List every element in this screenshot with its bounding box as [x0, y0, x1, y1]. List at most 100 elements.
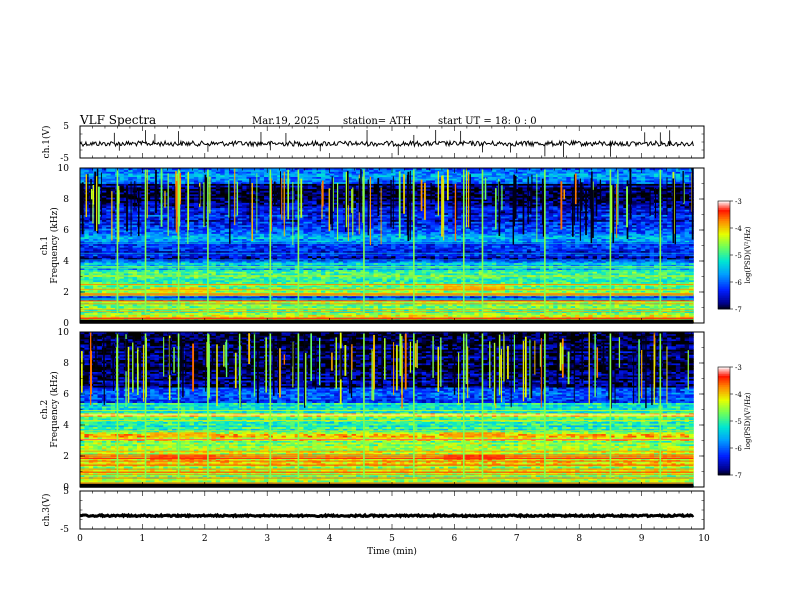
spectrogram-cell	[285, 304, 291, 307]
spectrogram-cell	[237, 312, 243, 315]
spectrogram-cell	[119, 305, 125, 308]
spectrogram-cell	[316, 286, 322, 289]
spectrogram-cell	[202, 307, 208, 310]
spectrogram-cell	[395, 276, 401, 279]
spectrogram-cell	[312, 300, 317, 303]
spectrogram-cell	[185, 297, 190, 300]
spectrogram-cell	[285, 286, 291, 289]
spectrogram-cell	[487, 269, 493, 272]
spectrogram-cell	[487, 285, 493, 288]
spectrogram-cell	[456, 316, 462, 319]
spectrogram-cell	[535, 286, 541, 289]
spectrogram-cell	[272, 292, 278, 295]
spectrogram-cell	[84, 288, 90, 291]
spectrogram-cell	[535, 273, 541, 276]
spectrogram-cell	[145, 295, 151, 298]
spectrogram-cell	[684, 307, 690, 310]
spectrogram-cell	[246, 316, 252, 319]
spectrogram-cell	[566, 300, 572, 303]
spectrogram-cell	[264, 281, 269, 284]
spectrogram-cell	[356, 288, 361, 291]
spectrogram-cell	[623, 300, 629, 303]
spectrogram-cell	[228, 300, 234, 303]
spectrogram-cell	[583, 305, 589, 308]
spectrogram-cell	[478, 307, 484, 310]
spectrogram-cell	[526, 300, 532, 303]
spectrogram-cell	[198, 309, 204, 312]
spectrogram-cell	[250, 271, 256, 274]
spectrogram-cell	[189, 290, 195, 293]
spectrogram-cell	[250, 297, 256, 300]
spectrogram-cell	[640, 312, 646, 315]
spectrogram-cell	[614, 286, 620, 289]
spectrogram-cell	[426, 297, 431, 300]
spectrogram-cell	[242, 307, 247, 310]
spectrogram-cell	[592, 297, 598, 300]
spectrogram-cell	[478, 278, 484, 281]
spectrogram-cell	[496, 312, 502, 315]
spectrogram-cell	[193, 276, 199, 279]
spectrogram-cell	[189, 269, 195, 272]
spectrogram-cell	[356, 278, 361, 281]
spectrogram-cell	[417, 278, 423, 281]
spectrogram-cell	[570, 312, 576, 315]
spectrogram-cell	[649, 297, 655, 300]
spectrogram-cell	[561, 309, 567, 312]
spectrogram-cell	[93, 314, 98, 317]
spectrogram-cell	[110, 286, 116, 289]
spectrogram-cell	[163, 285, 169, 288]
spectrogram-cell	[281, 304, 287, 307]
spectrogram-cell	[93, 307, 98, 310]
spectrogram-cell	[522, 286, 528, 289]
spectrogram-cell	[128, 314, 133, 317]
spectrogram-cell	[421, 288, 427, 291]
spectrogram-cell	[369, 281, 374, 284]
spectrogram-cell	[172, 300, 177, 303]
spectrogram-cell	[382, 276, 388, 279]
spectrogram-cell	[636, 307, 642, 310]
spectrogram-cell	[207, 276, 212, 279]
spectrogram-cell	[307, 269, 313, 272]
spectrogram-cell	[119, 271, 125, 274]
spectrogram-cell	[382, 286, 388, 289]
spectrogram-cell	[404, 279, 409, 283]
spectrogram-cell	[145, 269, 151, 272]
spectrogram-cell	[119, 278, 125, 281]
spectrogram-cell	[185, 307, 190, 310]
spectrogram-cell	[382, 307, 388, 310]
spectrogram-cell	[141, 312, 147, 315]
spectrogram-cell	[675, 286, 681, 289]
spectrogram-cell	[592, 305, 598, 308]
spectrogram-cell	[158, 285, 164, 288]
spectrogram-cell	[246, 297, 252, 300]
spectrogram-cell	[281, 300, 287, 303]
spectrogram-cell	[290, 273, 296, 276]
spectrogram-cell	[526, 297, 532, 300]
spectrogram-cell	[408, 273, 414, 276]
spectrogram-cell	[474, 278, 480, 281]
spectrogram-cell	[294, 269, 300, 272]
spectrogram-cell	[518, 309, 523, 312]
spectrogram-cell	[601, 309, 607, 312]
spectrogram-cell	[338, 279, 344, 283]
spectrogram-cell	[605, 302, 611, 305]
spectrogram-cell	[198, 290, 204, 293]
spectrogram-cell	[299, 309, 304, 312]
spectrogram-cell	[224, 314, 230, 317]
spectrogram-cell	[509, 271, 515, 274]
spectrogram-cell	[399, 292, 405, 295]
spectrogram-cell	[408, 312, 414, 315]
spectrogram-cell	[377, 269, 383, 272]
spectrogram-cell	[636, 314, 642, 317]
spectrogram-cell	[193, 271, 199, 274]
spectrogram-cell	[566, 304, 572, 307]
spectrogram-cell	[290, 269, 296, 272]
spectrogram-cell	[649, 304, 655, 307]
spectrogram-cell	[347, 305, 353, 308]
spectrogram-cell	[601, 290, 607, 293]
spectrogram-cell	[93, 297, 98, 300]
spectrogram-cell	[496, 285, 502, 288]
spectrogram-cell	[640, 278, 646, 281]
spectrogram-cell	[548, 281, 554, 284]
spectrogram-cell	[93, 273, 98, 276]
